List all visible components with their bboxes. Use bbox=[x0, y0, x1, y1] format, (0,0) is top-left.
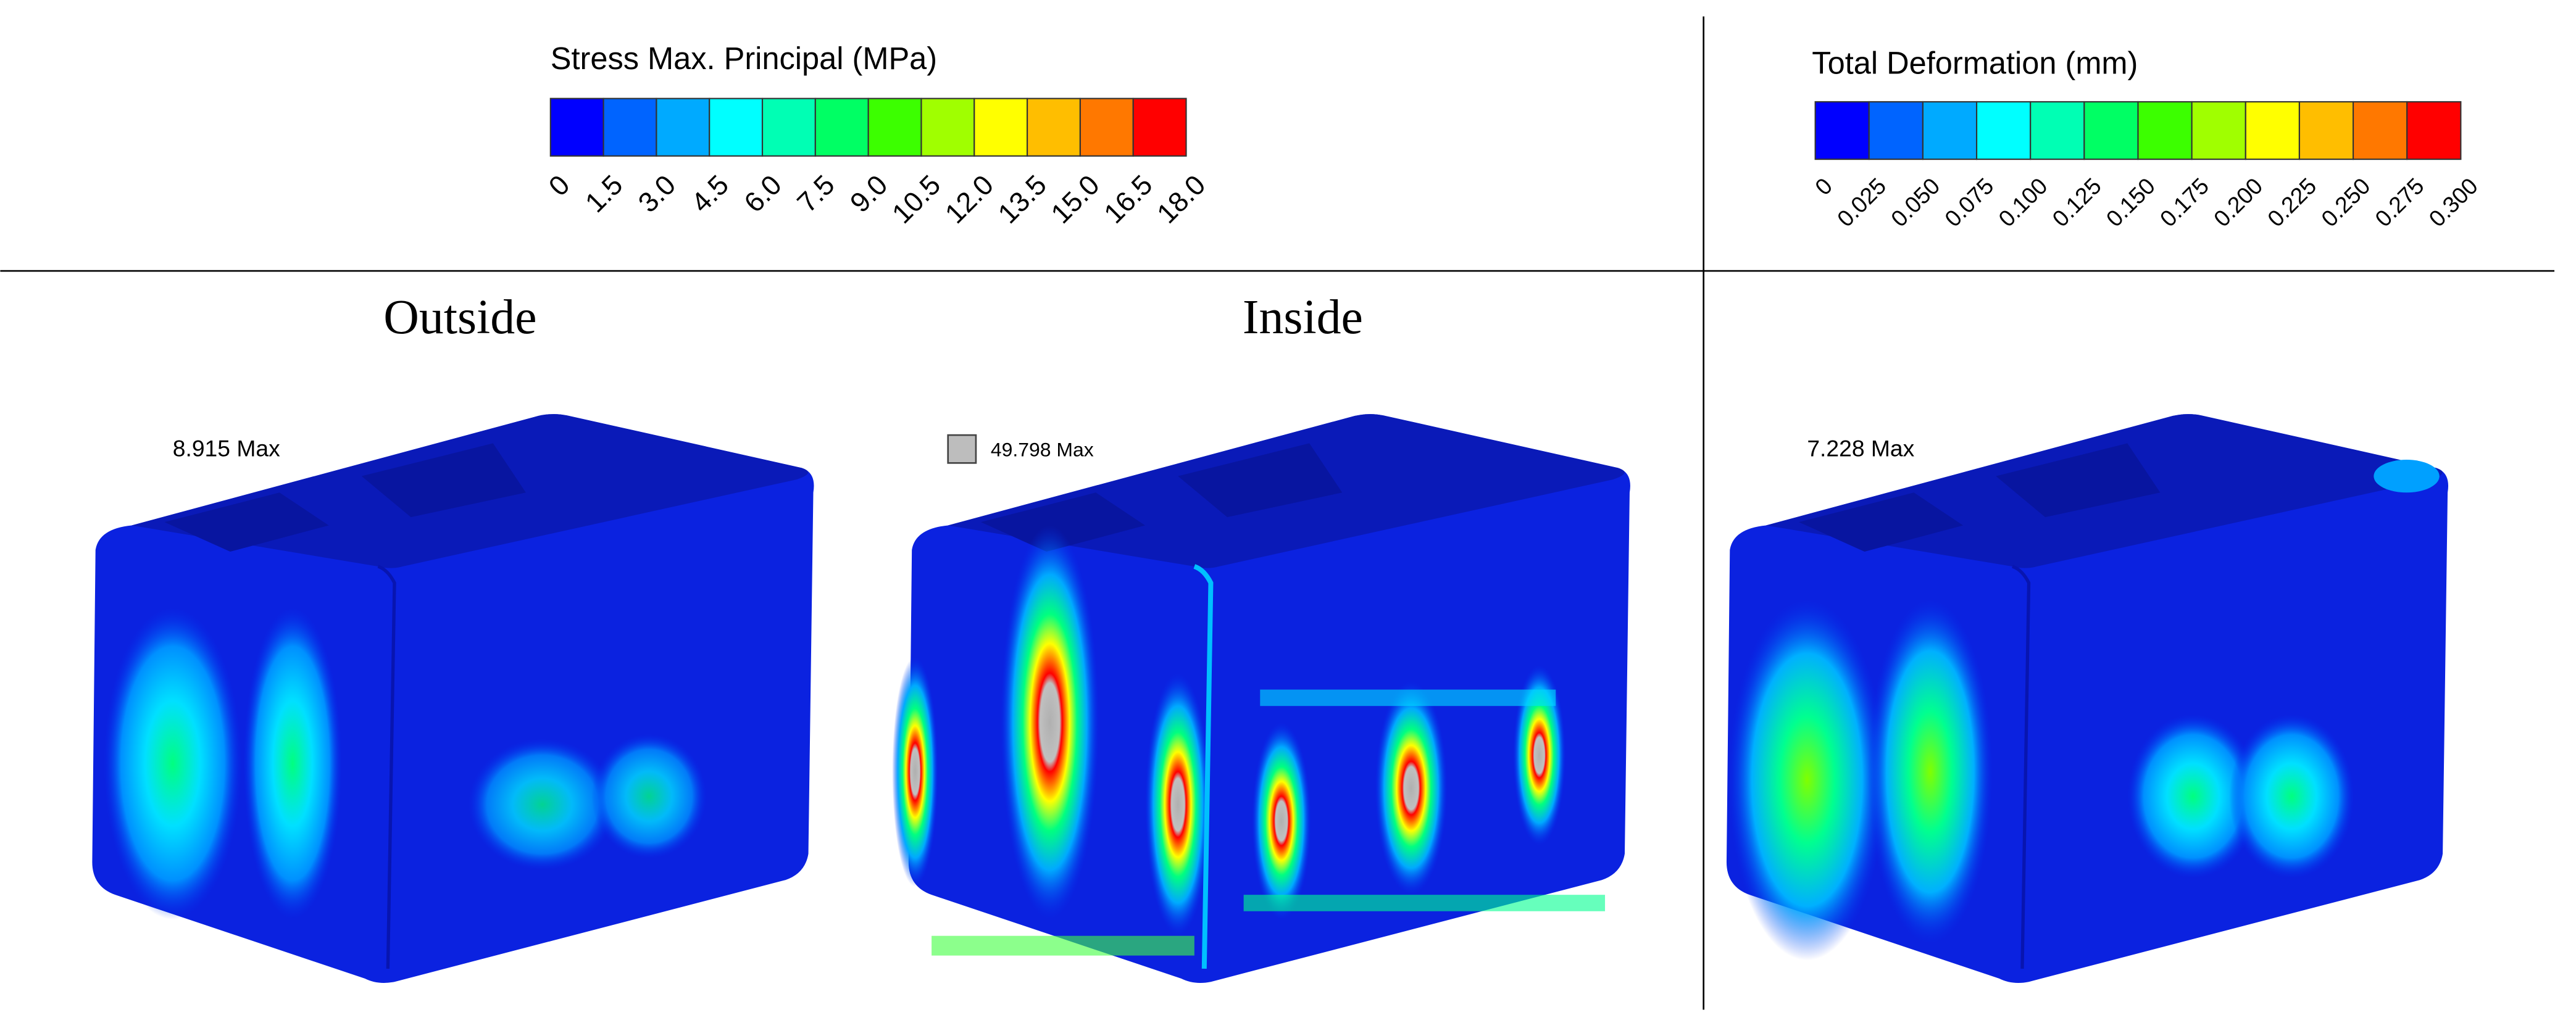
color-bin bbox=[973, 97, 1028, 157]
tick-label: 0.225 bbox=[2262, 173, 2322, 232]
model-outside bbox=[92, 414, 814, 983]
color-bin bbox=[1868, 101, 1924, 160]
tick-label: 12.0 bbox=[939, 169, 999, 230]
color-bin bbox=[1027, 97, 1081, 157]
tick-label: 4.5 bbox=[685, 169, 735, 219]
model-deformation bbox=[1726, 414, 2449, 983]
legend-title: Total Deformation (mm) bbox=[1812, 46, 2138, 81]
color-bin bbox=[1079, 97, 1134, 157]
color-bin bbox=[2030, 101, 2085, 160]
color-bin bbox=[867, 97, 922, 157]
tick-label: 0.250 bbox=[2316, 173, 2375, 232]
tick-label: 6.0 bbox=[738, 169, 788, 219]
color-bin bbox=[2298, 101, 2354, 160]
color-bin bbox=[602, 97, 657, 157]
tick-label: 15.0 bbox=[1045, 169, 1106, 230]
color-bin bbox=[2191, 101, 2246, 160]
tick-label: 0.025 bbox=[1832, 173, 1891, 232]
tick-label: 0.125 bbox=[2047, 173, 2106, 232]
color-bin bbox=[709, 97, 764, 157]
model-inside bbox=[892, 414, 1630, 983]
tick-label: 0.150 bbox=[2101, 173, 2160, 232]
panel-title: Outside bbox=[383, 290, 536, 344]
color-bin bbox=[1132, 97, 1187, 157]
tick-label: 10.5 bbox=[886, 169, 946, 230]
tick-label: 18.0 bbox=[1151, 169, 1211, 230]
tick-label: 16.5 bbox=[1098, 169, 1158, 230]
color-bin bbox=[920, 97, 975, 157]
color-bin bbox=[656, 97, 711, 157]
tick-label: 9.0 bbox=[844, 169, 894, 219]
tick-label: 7.5 bbox=[791, 169, 841, 219]
tick-label: 1.5 bbox=[579, 169, 629, 219]
color-bin bbox=[1922, 101, 1978, 160]
tick-label: 0 bbox=[1810, 173, 1837, 200]
color-bin bbox=[549, 97, 604, 157]
color-bin bbox=[2353, 101, 2408, 160]
color-bin bbox=[1814, 101, 1870, 160]
color-bin bbox=[1975, 101, 2032, 160]
colorbar: 00.0250.0500.0750.1000.1250.1500.1750.20… bbox=[1810, 101, 2483, 232]
tick-label: 0.200 bbox=[2209, 173, 2268, 232]
max-label: 7.228 Max bbox=[1807, 436, 1914, 462]
max-label: 8.915 Max bbox=[173, 436, 280, 462]
tick-label: 0.050 bbox=[1886, 173, 1945, 232]
color-bin bbox=[2406, 101, 2462, 160]
color-bin bbox=[2137, 101, 2193, 160]
color-bin bbox=[761, 97, 816, 157]
tick-label: 0.275 bbox=[2370, 173, 2429, 232]
color-bin bbox=[814, 97, 869, 157]
tick-label: 0.100 bbox=[1993, 173, 2053, 232]
legend-title: Stress Max. Principal (MPa) bbox=[551, 41, 937, 76]
colorbar: 0 1.5 3.0 4.5 6.0 7.5 9.010.512.013.515.016.51… bbox=[543, 97, 1211, 230]
max-label: 49.798 Max bbox=[991, 439, 1094, 461]
color-bin bbox=[2083, 101, 2139, 160]
tick-label: 0.075 bbox=[1940, 173, 1999, 232]
tick-label: 0 bbox=[543, 169, 576, 202]
tick-label: 13.5 bbox=[992, 169, 1052, 230]
panel-title: Inside bbox=[1243, 290, 1363, 344]
tick-label: 3.0 bbox=[632, 169, 682, 219]
tick-label: 0.300 bbox=[2424, 173, 2483, 232]
color-bin bbox=[2245, 101, 2300, 160]
tick-label: 0.175 bbox=[2155, 173, 2214, 232]
